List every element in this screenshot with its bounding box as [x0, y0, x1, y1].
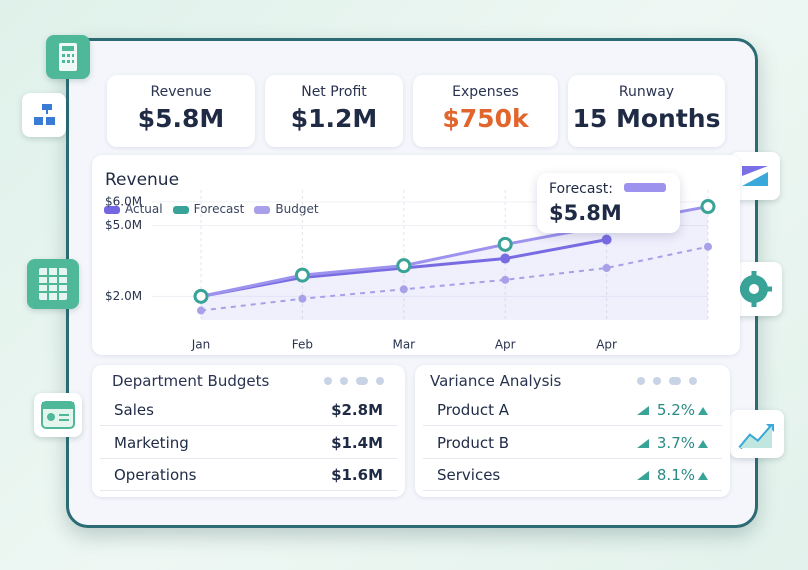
- legend-item[interactable]: Budget: [254, 202, 319, 216]
- row-label: Services: [437, 466, 501, 484]
- legend-label: Forecast: [193, 202, 245, 216]
- point: [601, 234, 612, 245]
- row-value-wrap: $1.4M: [331, 434, 383, 452]
- point: [396, 258, 412, 274]
- row-label: Marketing: [114, 433, 189, 452]
- up-arrow: [698, 439, 708, 448]
- row-label: Operations: [114, 466, 197, 484]
- kpi-label: Revenue: [150, 84, 212, 100]
- up-arrow: [698, 407, 708, 415]
- legend-swatch: [104, 205, 120, 214]
- growth-icon[interactable]: [730, 410, 784, 458]
- table-row[interactable]: Product A 5.2%: [423, 395, 722, 426]
- up-arrow: [698, 472, 708, 480]
- kpi-value: $5.8M: [137, 104, 225, 133]
- row-label: Product B: [437, 433, 510, 452]
- tooltip: Forecast: $5.8M: [537, 173, 680, 233]
- table-row[interactable]: Marketing $1.4M: [100, 428, 397, 459]
- kpi-value: $750k: [442, 104, 529, 133]
- table-row[interactable]: Services 8.1%: [423, 460, 722, 491]
- kpi-card[interactable]: Expenses $750k: [413, 75, 558, 147]
- row-value: 3.7%: [656, 433, 695, 452]
- point: [700, 199, 716, 215]
- row-value: 5.2%: [656, 401, 695, 419]
- x-tick-label: Feb: [292, 338, 313, 352]
- point: [294, 267, 310, 283]
- row-value: $1.6M: [331, 466, 383, 484]
- point: [298, 294, 307, 303]
- legend-label: Budget: [275, 202, 319, 216]
- x-tick-label: Mar: [392, 338, 415, 352]
- legend-swatch: [254, 205, 271, 214]
- table-row[interactable]: Product B 3.7%: [423, 428, 722, 459]
- row-value-wrap: 8.1%: [636, 466, 708, 484]
- kpi-label: Net Profit: [301, 84, 367, 100]
- kpi-value: 15 Months: [572, 104, 721, 133]
- chart: $6.0M $5.0M $2.0M Jan Feb Mar Apr Apr: [105, 190, 716, 352]
- budgets-panel: Department Budgets Sales $2.8M Marketing $1…: [92, 365, 405, 497]
- row-value: 8.1%: [656, 466, 695, 484]
- table-row[interactable]: Operations $1.6M: [100, 460, 397, 491]
- y-tick-label: $6.0M: [105, 194, 142, 208]
- row-value: $1.4M: [331, 433, 383, 452]
- row-value-wrap: $2.8M: [331, 401, 383, 419]
- table-row[interactable]: Sales $2.8M: [100, 395, 397, 426]
- legend-swatch: [172, 205, 189, 214]
- kpi-label: Runway: [618, 84, 675, 100]
- trend-icon: [636, 471, 649, 480]
- kpi-card[interactable]: Net Profit $1.2M: [265, 75, 403, 147]
- x-tick-label: Apr: [495, 338, 516, 352]
- row-value-wrap: 5.2%: [636, 401, 708, 419]
- point: [704, 242, 712, 251]
- row-label: Sales: [114, 401, 154, 419]
- legend-item[interactable]: Actual: [104, 202, 163, 216]
- panel-dots[interactable]: [324, 377, 384, 385]
- legend: Actual Forecast Budget: [104, 202, 319, 216]
- panel-title: Department Budgets: [112, 372, 270, 390]
- variance-panel: Variance Analysis Product A 5.2% Product B…: [415, 365, 730, 497]
- legend-label: Actual: [125, 202, 163, 216]
- chart-title: Revenue: [105, 170, 180, 190]
- x-tick-label: Apr: [596, 338, 617, 352]
- legend-item[interactable]: Forecast: [172, 202, 245, 216]
- point: [193, 288, 209, 304]
- tooltip-value: $5.8M: [549, 201, 622, 225]
- point: [497, 236, 513, 252]
- point: [500, 253, 511, 264]
- kpi-card[interactable]: Revenue $5.8M: [107, 75, 255, 147]
- y-tick-label: $5.0M: [105, 218, 142, 232]
- calendar-icon[interactable]: [34, 393, 82, 437]
- row-label: Product A: [437, 401, 509, 419]
- panel-dots[interactable]: [637, 377, 697, 385]
- trend-icon: [636, 406, 649, 415]
- area: [201, 206, 708, 320]
- panel-title: Variance Analysis: [430, 372, 562, 390]
- kpi-card[interactable]: Runway 15 Months: [568, 75, 725, 147]
- trend-icon: [636, 438, 649, 448]
- point: [399, 285, 408, 294]
- x-tick-label: Jan: [191, 338, 211, 352]
- point: [197, 306, 205, 315]
- calculator-icon[interactable]: [46, 35, 90, 79]
- series-line: [200, 245, 709, 312]
- tooltip-label: Forecast:: [549, 181, 613, 197]
- row-value-wrap: 3.7%: [636, 433, 708, 452]
- tooltip-pill: [624, 183, 666, 192]
- point: [501, 275, 510, 284]
- sheet-icon[interactable]: [27, 259, 79, 309]
- org-icon[interactable]: [22, 93, 66, 137]
- row-value: $2.8M: [331, 401, 383, 419]
- row-value-wrap: $1.6M: [331, 466, 383, 484]
- point: [602, 264, 611, 272]
- kpi-label: Expenses: [452, 84, 519, 100]
- kpi-value: $1.2M: [290, 104, 378, 133]
- y-tick-label: $2.0M: [105, 289, 142, 303]
